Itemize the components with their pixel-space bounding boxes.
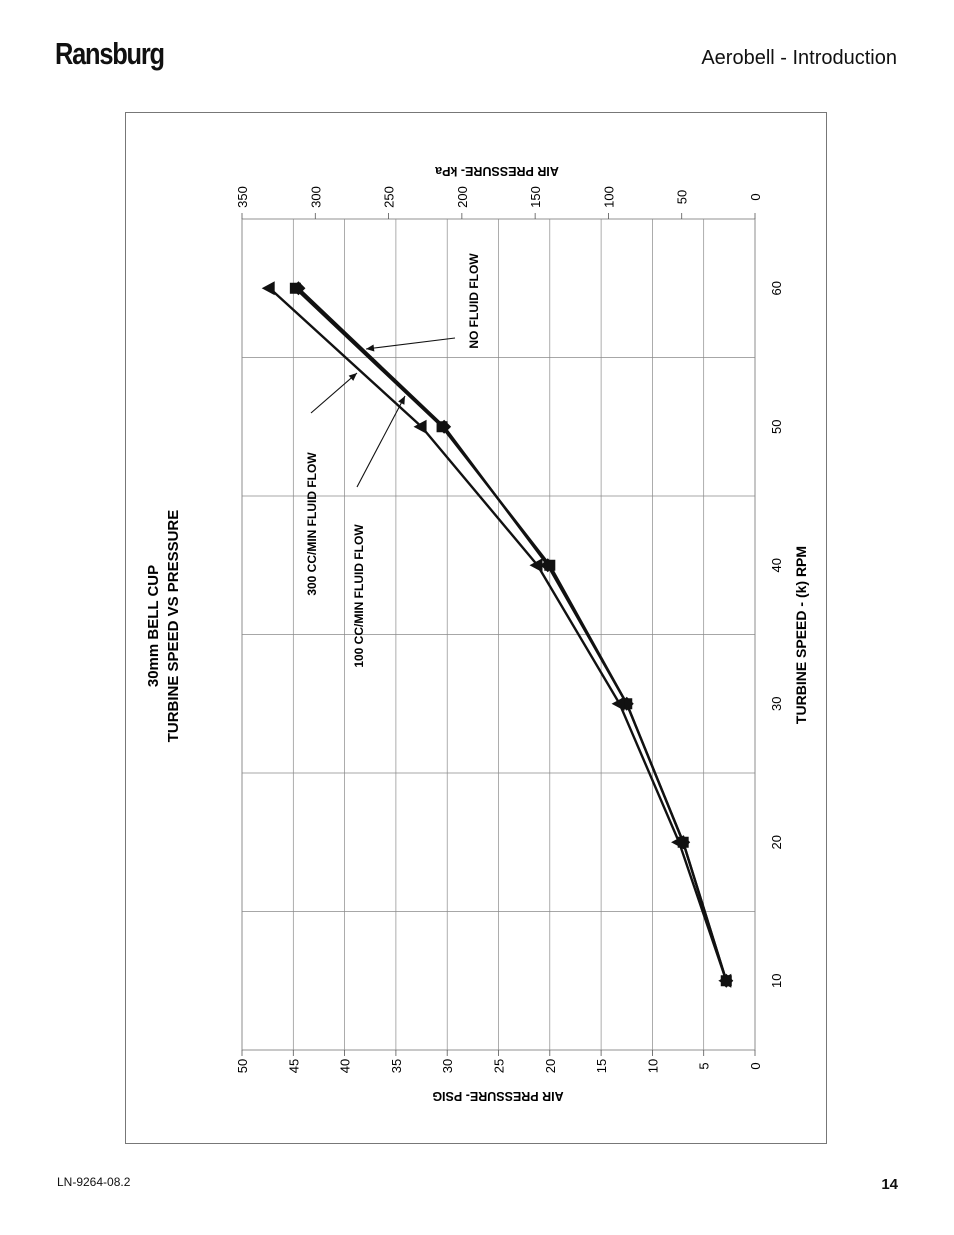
square-marker: [544, 559, 556, 571]
kpa-tick-label: 300: [308, 186, 323, 208]
chart-frame: [125, 112, 827, 1144]
chart-title-line1: 30mm BELL CUP: [145, 565, 162, 687]
kpa-tick-label: 50: [675, 190, 690, 204]
kpa-tick-label: 100: [601, 186, 616, 208]
annotation-arrow-100cc: [356, 395, 406, 488]
kpa-tick-label: 0: [748, 193, 763, 200]
kpa-tick-label: 350: [235, 186, 250, 208]
page-number: 14: [881, 1176, 898, 1193]
kpa-tick-label: 250: [382, 186, 397, 208]
triangle-marker: [413, 419, 427, 434]
square-marker: [621, 698, 633, 710]
x-axis-title: TURBINE SPEED - (k) RPM: [793, 546, 809, 724]
chart-labels: AIR PRESSURE- PSIG AIR PRESSURE- kPa TURBI…: [145, 164, 809, 1103]
y2-axis-title: AIR PRESSURE- kPa: [434, 164, 559, 178]
brand-logo: Ransburg: [55, 36, 165, 71]
speed-tick-label: 10: [769, 974, 784, 988]
annotation-arrow-300cc-head: [348, 373, 357, 381]
triangle-marker: [529, 558, 543, 573]
psig-tick-label: 35: [389, 1059, 404, 1073]
psig-tick-label: 30: [440, 1059, 455, 1073]
annotation-arrow-100cc-head: [398, 396, 405, 405]
series-line-1: [294, 287, 728, 982]
speed-tick-label: 50: [769, 420, 784, 434]
section-title: Aerobell - Introduction: [701, 47, 897, 69]
psig-tick-label: 25: [492, 1059, 507, 1073]
annotation-no-fluid: NO FLUID FLOW: [467, 253, 481, 349]
chart-axes: 0 5 10 15 20 25 30 35 40 45 50 0 50 100 150 200 250 300 35…: [235, 186, 784, 1073]
y-axis-title: AIR PRESSURE- PSIG: [432, 1089, 563, 1103]
annotation-arrow-300cc: [310, 372, 358, 414]
psig-tick-label: 20: [543, 1059, 558, 1073]
triangle-marker: [718, 973, 732, 988]
chart-grid: [241, 218, 756, 1051]
speed-tick-label: 40: [769, 558, 784, 572]
annotation-300cc: 300 CC/MIN FLUID FLOW: [305, 452, 319, 596]
series-line-2: [268, 287, 728, 982]
kpa-tick-label: 150: [528, 186, 543, 208]
kpa-tick-label: 200: [455, 186, 470, 208]
speed-tick-label: 60: [769, 281, 784, 295]
square-marker: [436, 421, 448, 433]
psig-tick-label: 15: [594, 1059, 609, 1073]
psig-tick-label: 40: [338, 1059, 353, 1073]
speed-tick-label: 30: [769, 697, 784, 711]
annotation-arrow-no-fluid: [365, 337, 456, 350]
triangle-marker: [671, 835, 685, 850]
annotation-100cc: 100 CC/MIN FLUID FLOW: [352, 524, 366, 668]
annotation-arrow-no-fluid-head: [366, 344, 375, 352]
psig-tick-label: 10: [645, 1059, 660, 1073]
psig-tick-label: 45: [286, 1059, 301, 1073]
psig-tick-label: 50: [235, 1059, 250, 1073]
document-number: LN-9264-08.2: [57, 1175, 131, 1189]
speed-tick-label: 20: [769, 835, 784, 849]
square-marker: [289, 282, 301, 294]
chart-title-line2: TURBINE SPEED VS PRESSURE: [165, 510, 182, 743]
chart-series: [261, 281, 734, 988]
psig-tick-label: 0: [748, 1062, 763, 1069]
psig-tick-label: 5: [697, 1062, 712, 1069]
triangle-marker: [261, 281, 275, 296]
triangle-marker: [611, 696, 625, 711]
